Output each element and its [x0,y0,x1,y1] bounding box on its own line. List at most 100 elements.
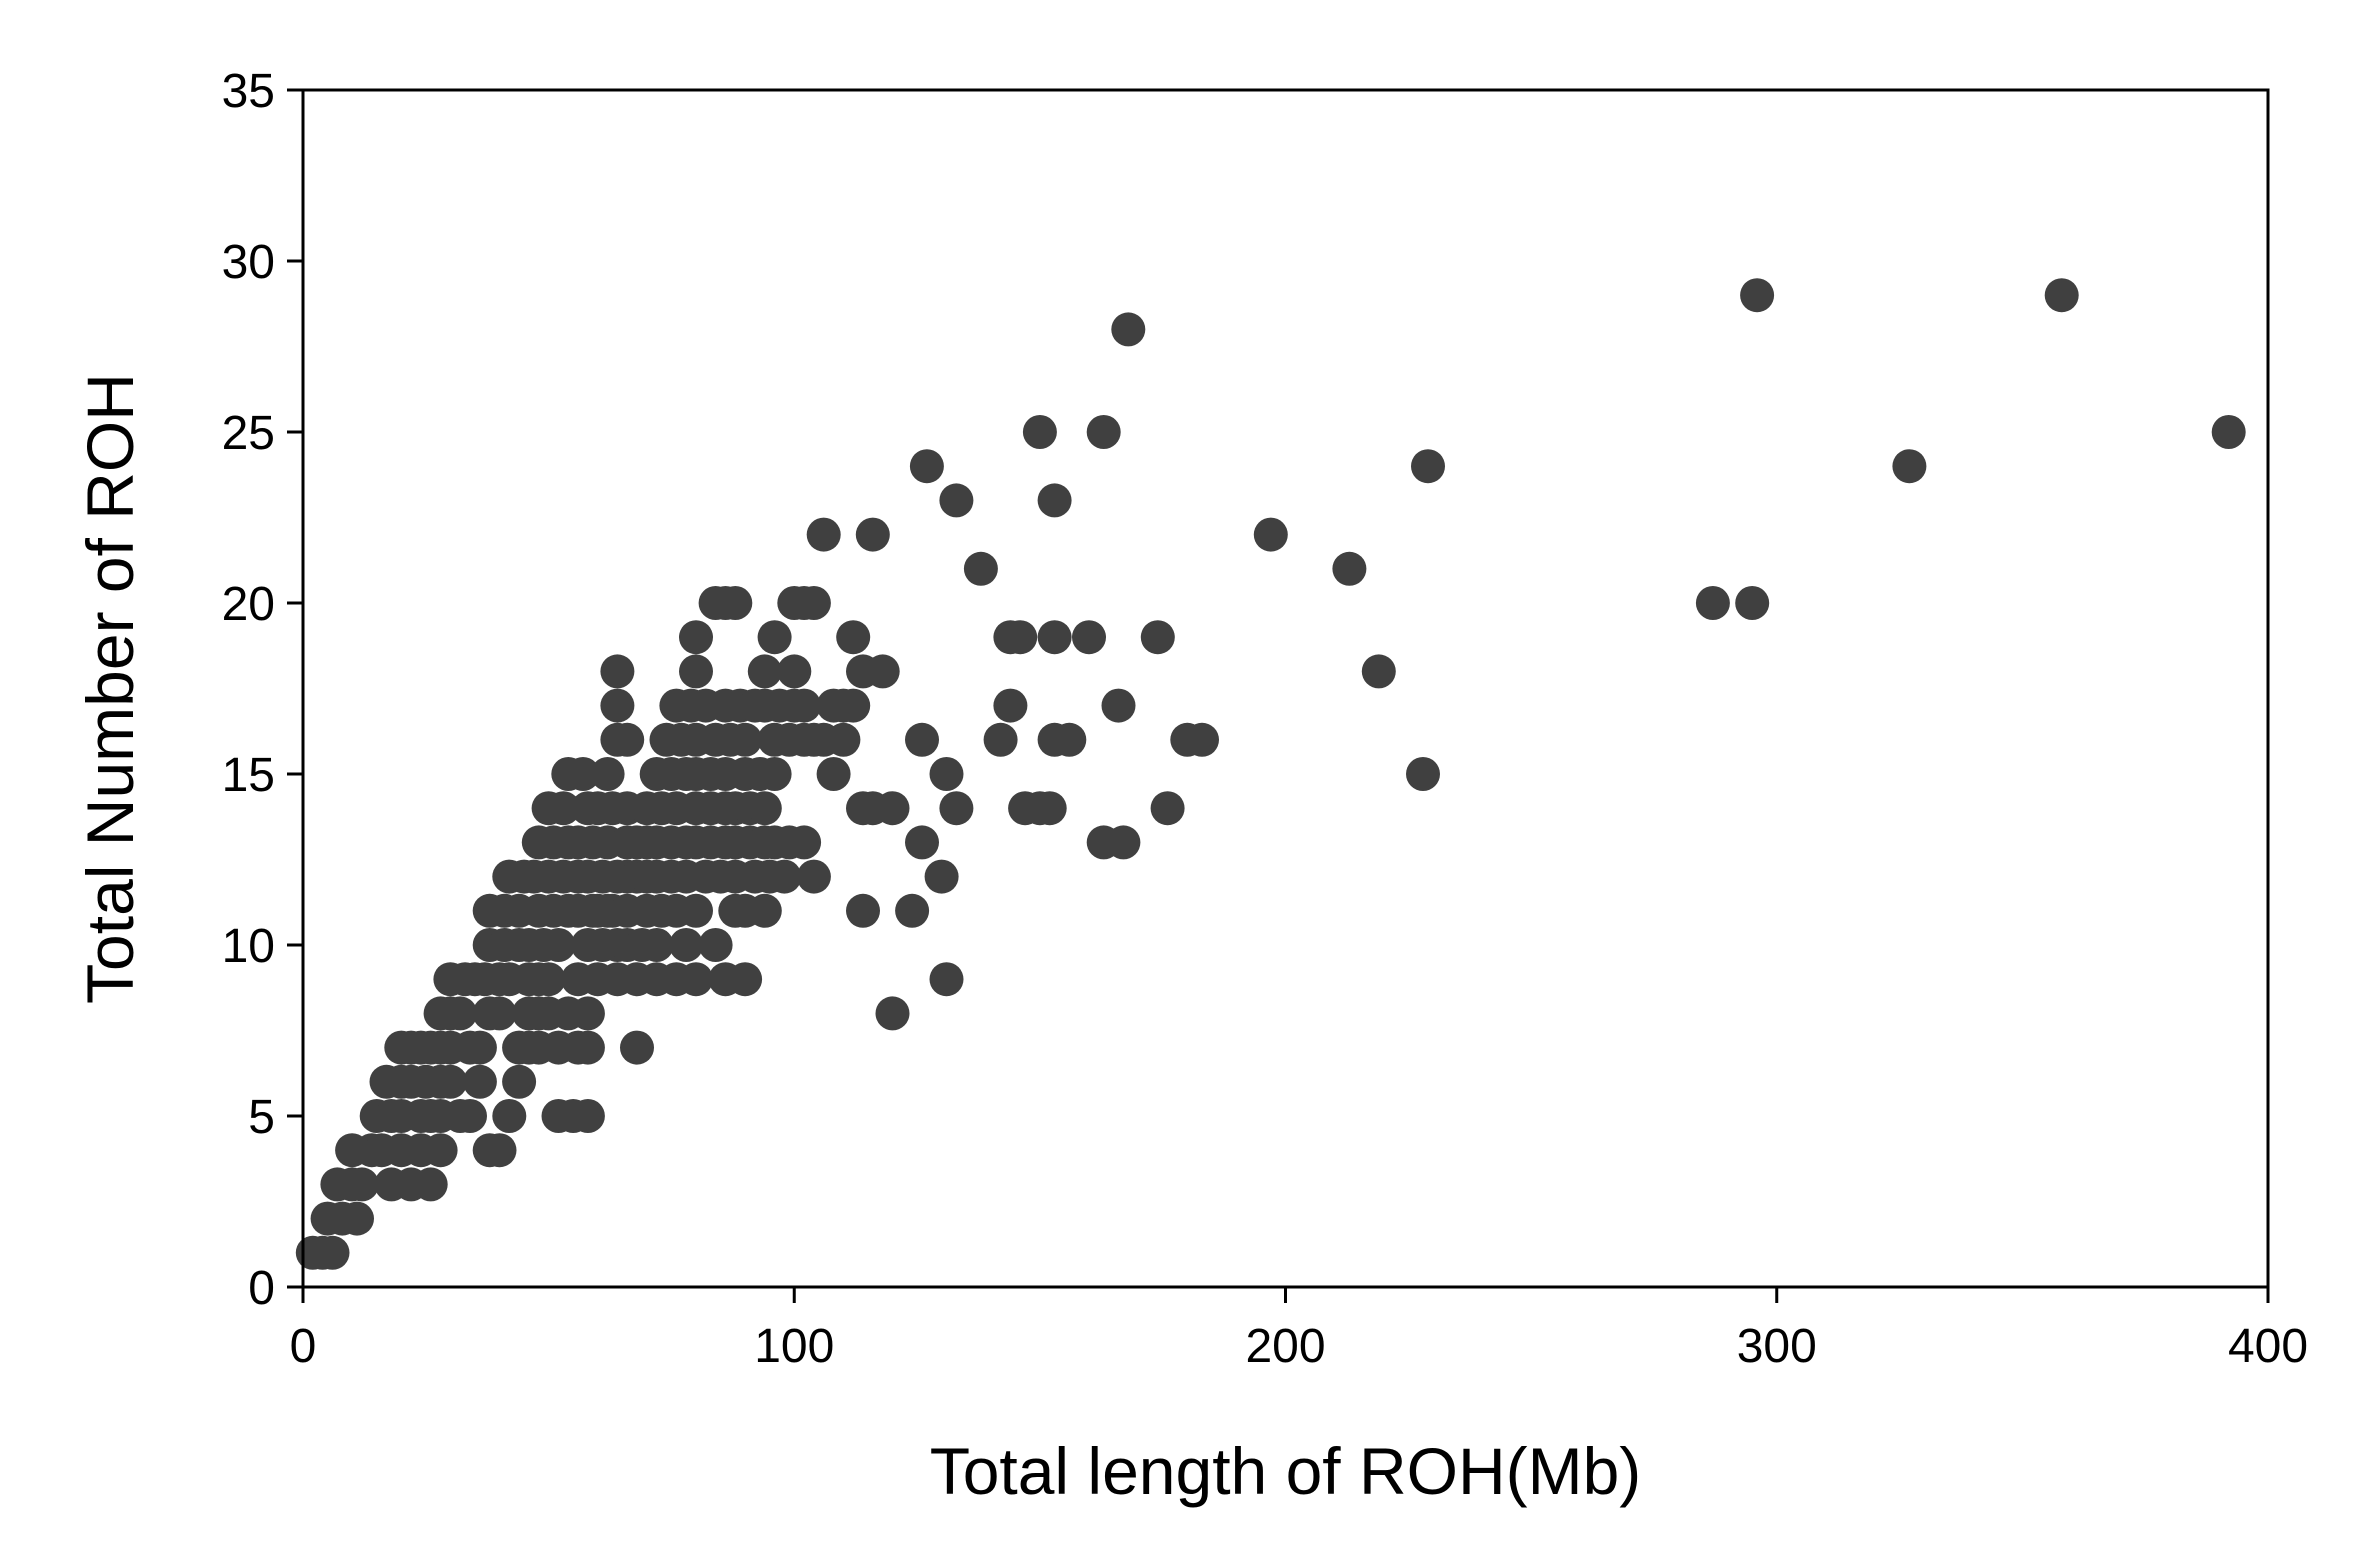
data-point [1892,449,1927,484]
data-point [796,586,831,620]
data-point [826,722,861,757]
data-point [757,620,792,655]
data-point [1140,620,1175,655]
data-point [453,1099,487,1133]
y-axis-title: Total Number of ROH [73,373,147,1004]
data-point [1037,483,1072,518]
data-point [855,517,890,552]
data-point [767,859,802,894]
data-point [423,1133,458,1168]
data-point [570,1099,605,1133]
data-point [1086,415,1121,449]
data-point [570,996,605,1031]
data-point [905,825,939,860]
x-tick-label: 200 [1245,1320,1325,1373]
data-point [939,483,974,518]
data-point [2211,415,2246,449]
y-tick-label: 30 [222,236,275,289]
y-tick-label: 35 [222,65,275,118]
data-point [698,928,733,962]
y-tick-label: 15 [222,749,275,802]
data-point [929,757,964,791]
data-point [1150,791,1185,826]
x-tick-label: 300 [1737,1320,1817,1373]
data-point [1411,449,1445,484]
data-point [796,859,831,894]
data-point [315,1235,350,1270]
data-point [909,449,944,484]
data-point [747,654,782,689]
data-point [620,1030,654,1065]
data-point [679,962,713,997]
x-axis: 0 100 200 300 400 [290,1287,2308,1373]
x-tick-label: 400 [2228,1320,2308,1373]
data-point [669,928,704,962]
data-point [757,757,792,791]
data-points [295,278,2246,1270]
data-point [787,688,822,723]
data-point [413,1167,448,1202]
data-point [1695,586,1730,620]
x-tick-label: 0 [290,1320,317,1373]
data-point [747,791,782,826]
data-point [1185,722,1219,757]
data-point [344,1167,379,1202]
data-point [983,722,1018,757]
data-point [1032,791,1067,826]
data-point [1740,278,1775,313]
data-point [875,791,910,826]
data-point [895,893,930,928]
y-tick-label: 5 [248,1091,275,1144]
data-point [679,620,713,655]
data-point [1003,620,1038,655]
data-point [443,996,478,1031]
data-point [679,893,713,928]
data-point [747,893,782,928]
data-point [875,996,910,1031]
data-point [1332,551,1367,586]
data-point [846,893,880,928]
data-point [963,551,998,586]
data-point [482,996,517,1031]
y-tick-label: 0 [248,1262,275,1315]
data-point [1037,620,1072,655]
data-point [929,962,964,997]
data-point [570,1030,605,1065]
data-point [1052,722,1087,757]
data-point [1106,825,1141,860]
data-point [1361,654,1396,689]
data-point [1022,415,1057,449]
data-point [806,517,841,552]
data-point [924,859,959,894]
data-point [1406,757,1440,791]
data-point [939,791,974,826]
data-point [1072,620,1106,655]
x-tick-label: 100 [754,1320,834,1373]
data-point [836,620,871,655]
data-point [462,1030,497,1065]
data-point [1253,517,1288,552]
data-point [546,791,581,826]
data-point [993,688,1028,723]
y-tick-label: 10 [222,920,275,973]
data-point [482,1133,517,1168]
data-point [2044,278,2079,313]
data-point [531,962,566,997]
data-point [1111,312,1146,347]
data-point [836,688,871,723]
data-point [502,1064,537,1099]
data-point [541,928,576,962]
data-point [728,722,763,757]
data-point [1735,586,1770,620]
data-point [1101,688,1136,723]
data-point [492,1099,527,1133]
data-point [865,654,900,689]
data-point [718,586,753,620]
data-point [433,1064,468,1099]
data-point [728,962,763,997]
data-point [816,757,851,791]
y-axis: 0 5 10 15 20 25 30 35 [222,65,303,1315]
data-point [340,1201,374,1236]
y-tick-label: 20 [222,578,275,631]
